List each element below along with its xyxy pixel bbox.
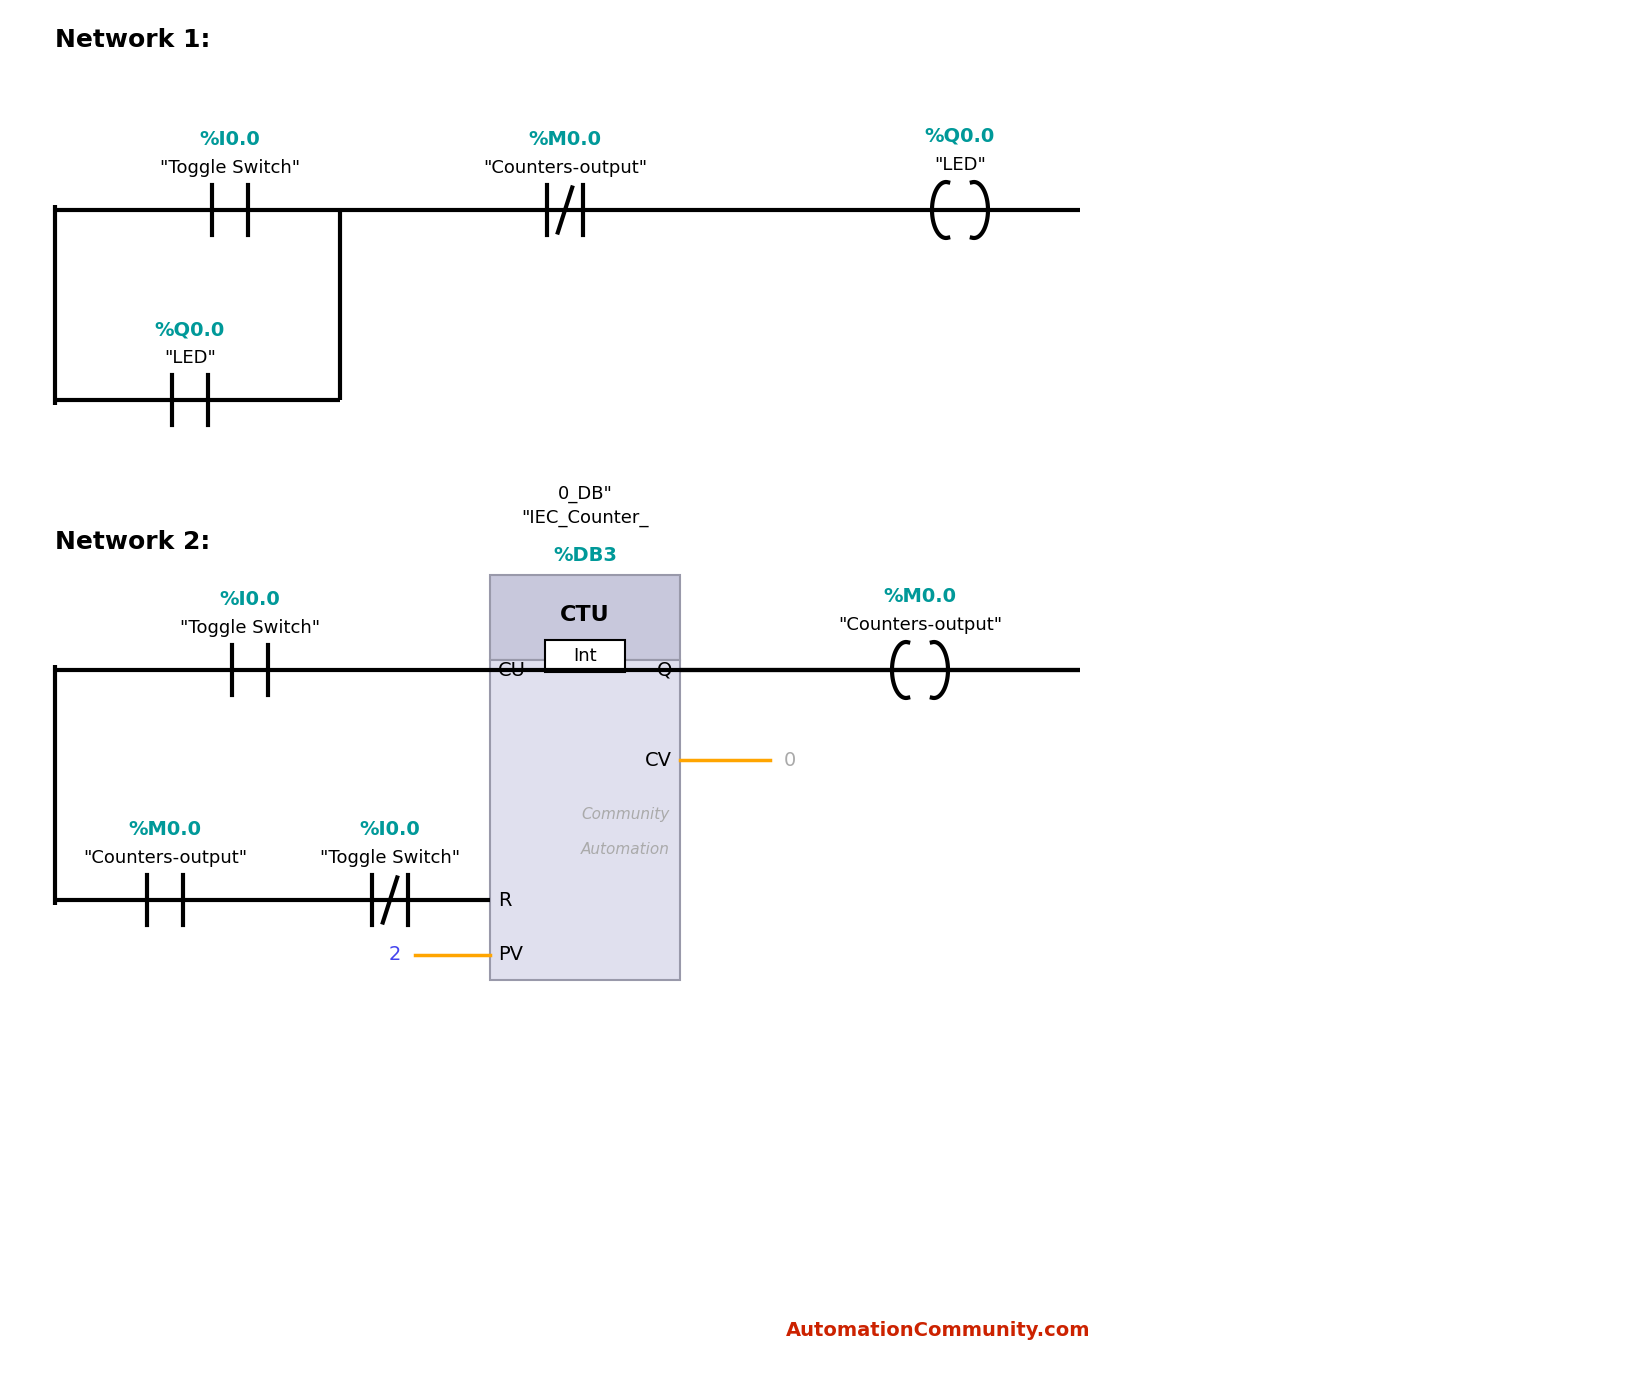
Text: Q: Q [656, 661, 672, 679]
Text: %Q0.0: %Q0.0 [924, 128, 995, 146]
Text: PV: PV [498, 945, 523, 965]
Text: %M0.0: %M0.0 [128, 821, 202, 839]
Text: "Counters-output": "Counters-output" [482, 159, 647, 177]
Bar [490, 660, 680, 980]
Bar [544, 640, 624, 672]
Text: "Toggle Switch": "Toggle Switch" [320, 850, 461, 868]
Text: %M0.0: %M0.0 [528, 130, 602, 150]
Text: %Q0.0: %Q0.0 [154, 320, 225, 340]
Text: Automation: Automation [580, 843, 669, 858]
Text: Int: Int [574, 647, 597, 665]
Text: %I0.0: %I0.0 [220, 590, 280, 608]
Text: "Toggle Switch": "Toggle Switch" [180, 620, 320, 638]
Text: Network 1:: Network 1: [56, 28, 210, 53]
Text: Community: Community [580, 808, 669, 822]
Bar [490, 575, 680, 660]
Text: "LED": "LED" [164, 349, 216, 367]
Text: "Toggle Switch": "Toggle Switch" [161, 159, 300, 177]
Text: 0: 0 [783, 750, 797, 769]
Text: CV: CV [644, 750, 672, 769]
Text: "IEC_Counter_: "IEC_Counter_ [521, 509, 649, 527]
Text: "Counters-output": "Counters-output" [84, 850, 247, 868]
Text: AutomationCommunity.com: AutomationCommunity.com [785, 1321, 1090, 1340]
Text: 0_DB": 0_DB" [557, 485, 611, 503]
Text: %M0.0: %M0.0 [883, 588, 956, 606]
Text: R: R [498, 890, 511, 909]
Text: Network 2:: Network 2: [56, 529, 210, 554]
Text: CTU: CTU [561, 606, 610, 625]
Text: %I0.0: %I0.0 [200, 130, 261, 150]
Text: %I0.0: %I0.0 [359, 821, 420, 839]
Text: %DB3: %DB3 [552, 546, 616, 565]
Text: CU: CU [498, 661, 526, 679]
Text: 2: 2 [388, 945, 402, 965]
Text: "Counters-output": "Counters-output" [838, 615, 1001, 633]
Text: "LED": "LED" [934, 157, 985, 175]
